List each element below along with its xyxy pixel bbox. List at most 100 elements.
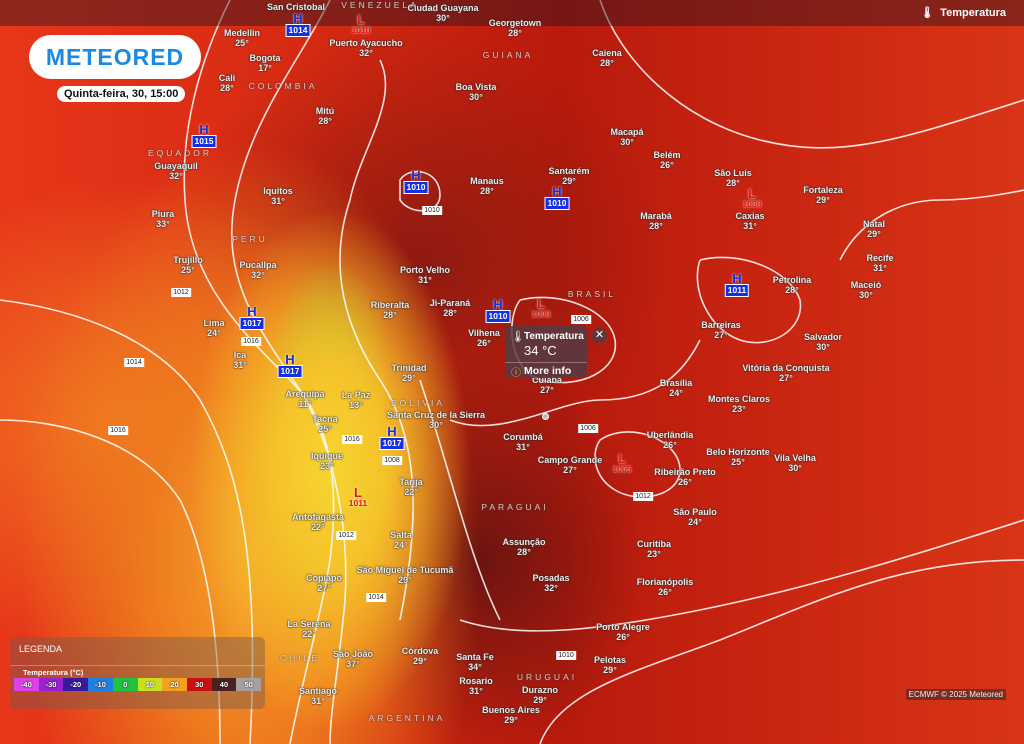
city-label[interactable]: Santiago 31° — [299, 686, 337, 706]
city-label[interactable]: Pucallpa 32° — [239, 260, 276, 280]
low-pressure-marker[interactable]: L 1008 — [530, 297, 553, 320]
city-label[interactable]: São Miguel de Tucumã 29° — [357, 565, 454, 585]
city-label[interactable]: São João 37° — [333, 649, 373, 669]
city-temperature: 23° — [320, 461, 334, 471]
city-name: Georgetown — [488, 18, 542, 28]
meteored-logo[interactable]: METEORED — [29, 35, 201, 79]
city-label[interactable]: Vilhena 26° — [468, 328, 500, 348]
city-label[interactable]: Georgetown 28° — [489, 18, 542, 38]
city-label[interactable]: Uberlândia 26° — [647, 430, 694, 450]
city-label[interactable]: Salvador 30° — [804, 332, 842, 352]
city-label[interactable]: Durazno 29° — [522, 685, 558, 705]
city-label[interactable]: Tarija 22° — [399, 477, 422, 497]
city-label[interactable]: Pelotas 29° — [594, 655, 626, 675]
city-label[interactable]: Riberalta 28° — [371, 300, 410, 320]
city-label[interactable]: San Cristobal — [267, 2, 325, 12]
city-label[interactable]: São Luís 28° — [714, 168, 752, 188]
city-label[interactable]: Manaus 28° — [470, 176, 504, 196]
city-label[interactable]: Florianópolis 26° — [637, 577, 694, 597]
city-label[interactable]: Guayaquil 32° — [154, 161, 198, 181]
city-label[interactable]: Ciudad Guayana 30° — [407, 3, 478, 23]
popup-close-button[interactable]: ✕ — [592, 328, 607, 343]
city-label[interactable]: Curitiba 23° — [637, 539, 671, 559]
city-label[interactable]: Arequipa 11° — [285, 389, 324, 409]
city-label[interactable]: Santarém 29° — [548, 166, 589, 186]
city-label[interactable]: Campo Grande 27° — [538, 455, 603, 475]
city-label[interactable]: Santa Cruz de la Sierra 30° — [387, 410, 485, 430]
city-label[interactable]: Santa Fe 34° — [456, 652, 494, 672]
high-pressure-marker[interactable]: H 1017 — [379, 425, 405, 450]
city-label[interactable]: Medellin 25° — [224, 28, 260, 48]
city-label[interactable]: Posadas 32° — [532, 573, 569, 593]
city-label[interactable]: Porto Alegre 26° — [596, 622, 650, 642]
city-label[interactable]: Caxias 31° — [735, 211, 764, 231]
city-label[interactable]: Vitória da Conquista 27° — [742, 363, 829, 383]
layer-selector[interactable]: 🌡 Temperatura — [920, 6, 1006, 20]
city-label[interactable]: Assunção 28° — [502, 537, 545, 557]
city-label[interactable]: Ribeirão Preto 26° — [654, 467, 716, 487]
city-label[interactable]: Natal 29° — [863, 219, 885, 239]
city-label[interactable]: Brasília 24° — [660, 378, 693, 398]
high-pressure-marker[interactable]: H 1017 — [239, 305, 265, 330]
city-label[interactable]: Caiena 28° — [592, 48, 622, 68]
city-label[interactable]: Bogota 17° — [250, 53, 281, 73]
city-label[interactable]: Petrolina 28° — [773, 275, 812, 295]
city-label[interactable]: Macapá 30° — [610, 127, 643, 147]
city-label[interactable]: La Serena 22° — [287, 619, 330, 639]
low-pressure-marker[interactable]: L 1011 — [347, 486, 369, 509]
high-pressure-marker[interactable]: H 1011 — [724, 272, 750, 297]
low-pressure-marker[interactable]: L 1010 — [350, 13, 373, 36]
city-label[interactable]: Córdova 29° — [402, 646, 439, 666]
forecast-date[interactable]: Quinta-feira, 30, 15:00 — [57, 86, 186, 102]
city-temperature: 32° — [251, 270, 265, 280]
city-label[interactable]: Puerto Ayacucho 32° — [329, 38, 402, 58]
city-label[interactable]: Piura 33° — [152, 209, 175, 229]
city-label[interactable]: Mitú 28° — [316, 106, 335, 126]
city-label[interactable]: La Paz 13° — [342, 390, 371, 410]
city-label[interactable]: Montes Claros 23° — [708, 394, 770, 414]
city-label[interactable]: Trujillo 25° — [173, 255, 203, 275]
high-pressure-marker[interactable]: H 1015 — [191, 123, 217, 148]
scale-step: -40 — [14, 678, 39, 691]
high-pressure-marker[interactable]: H 1010 — [485, 298, 511, 323]
high-pressure-marker[interactable]: H 1017 — [277, 353, 303, 378]
city-name: São Luís — [714, 168, 752, 178]
city-label[interactable]: Iquitos 31° — [263, 186, 293, 206]
low-pressure-marker[interactable]: L 1008 — [741, 187, 764, 210]
city-label[interactable]: Boa Vista 30° — [456, 82, 497, 102]
city-label[interactable]: Salta 24° — [390, 530, 412, 550]
high-pressure-marker[interactable]: H 1014 — [285, 12, 311, 37]
city-label[interactable]: Cuiabá 27° — [532, 375, 562, 395]
city-label[interactable]: Iquique 23° — [311, 451, 343, 471]
city-label[interactable]: Vila Velha 30° — [774, 453, 816, 473]
city-label[interactable]: Recife 31° — [866, 253, 893, 273]
high-pressure-marker[interactable]: H 1010 — [544, 185, 570, 210]
city-label[interactable]: Marabá 28° — [640, 211, 672, 231]
city-label[interactable]: Antofagasta 22° — [292, 512, 344, 532]
city-label[interactable]: Fortaleza 29° — [803, 185, 843, 205]
city-label[interactable]: Belo Horizonte 25° — [706, 447, 770, 467]
city-label[interactable]: Ica 31° — [233, 350, 247, 370]
city-label[interactable]: Trinidad 29° — [391, 363, 426, 383]
high-pressure-marker[interactable]: H 1010 — [403, 169, 429, 194]
country-label: CHILE — [279, 653, 321, 663]
legend-panel: LEGENDA Temperatura (°C) -40 -30 -20 -10 0 10… — [10, 637, 265, 709]
low-pressure-marker[interactable]: L 1005 — [611, 452, 634, 475]
city-label[interactable]: Cali 28° — [219, 73, 236, 93]
city-label[interactable]: São Paulo 24° — [673, 507, 717, 527]
city-label[interactable]: Rosario 31° — [459, 676, 493, 696]
city-temperature: 26° — [660, 160, 674, 170]
more-info-link[interactable]: More info — [505, 362, 587, 377]
city-label[interactable]: Copiapó 27° — [306, 573, 342, 593]
city-label[interactable]: Ji-Paraná 28° — [430, 298, 471, 318]
city-label[interactable]: Porto Velho 31° — [400, 265, 450, 285]
city-label[interactable]: Buenos Aires 29° — [482, 705, 540, 725]
city-label[interactable]: Lima 24° — [203, 318, 224, 338]
city-label[interactable]: Maceió 30° — [851, 280, 882, 300]
city-label[interactable]: Barreiras 27° — [701, 320, 741, 340]
city-label[interactable]: Belém 26° — [653, 150, 680, 170]
city-label[interactable]: Corumbá 31° — [503, 432, 543, 452]
city-label[interactable]: Tacna 25° — [312, 414, 337, 434]
city-name: Tacna — [312, 414, 338, 424]
